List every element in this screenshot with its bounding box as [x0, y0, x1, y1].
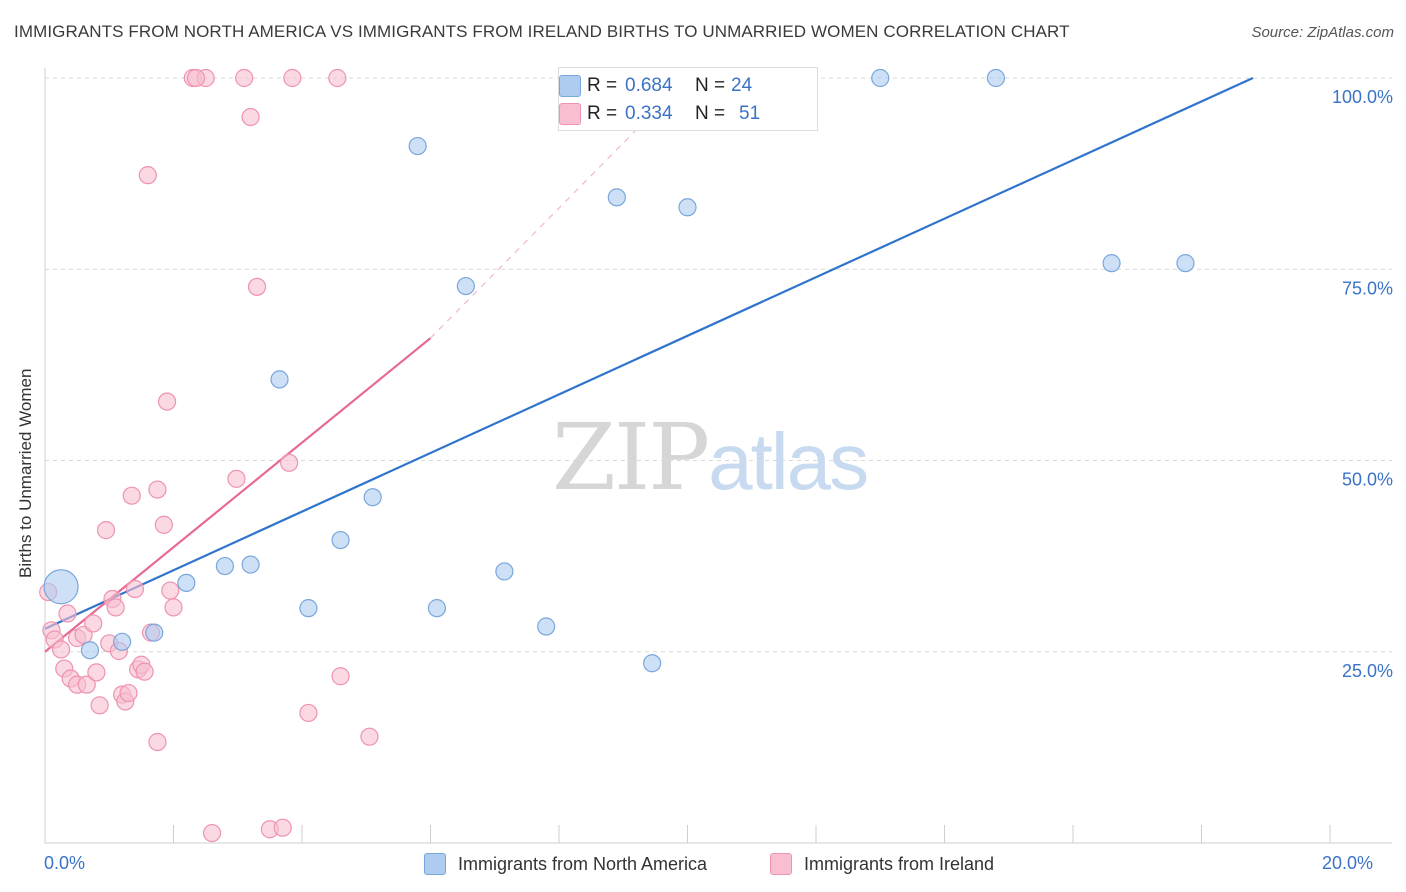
point-blue	[495, 562, 514, 581]
point-pink	[235, 68, 254, 88]
point-pink	[51, 640, 71, 659]
point-blue	[215, 556, 234, 576]
point-pink	[273, 818, 292, 837]
point-pink	[241, 107, 260, 127]
point-blue	[1176, 254, 1195, 273]
bottom-legend-label-blue: Immigrants from North America	[458, 853, 708, 874]
watermark-zip: ZIP	[552, 404, 710, 511]
legend-r-label: R =	[587, 75, 618, 96]
point-blue	[177, 573, 196, 593]
bottom-legend-ireland: Immigrants from Ireland	[770, 852, 994, 876]
point-pink	[186, 68, 206, 88]
legend-row-ireland: R = 0.334 N = 51	[559, 102, 761, 126]
legend-n-label: N =	[695, 75, 726, 96]
point-pink	[119, 683, 138, 703]
watermark: ZIPatlas	[552, 404, 869, 511]
bottom-legend-swatch-pink	[770, 853, 792, 875]
legend-n-value-pink: 51	[739, 103, 761, 124]
point-pink	[154, 515, 173, 534]
point-pink	[161, 581, 180, 600]
point-blue	[643, 654, 662, 673]
point-pink	[84, 614, 103, 633]
legend-swatch-blue	[559, 75, 581, 97]
x-tick-label-min: 0.0%	[44, 853, 86, 873]
legend-r-value-pink: 0.334	[625, 103, 673, 124]
point-blue	[112, 632, 132, 651]
point-pink	[96, 521, 116, 540]
point-pink	[227, 469, 246, 488]
point-blue	[408, 136, 427, 156]
x-tick-label-max: 20.0%	[1322, 853, 1374, 873]
point-blue	[145, 623, 164, 642]
legend-n-value-blue: 24	[731, 75, 753, 96]
point-blue	[986, 68, 1006, 88]
point-pink	[125, 579, 145, 599]
y-axis-label: Births to Unmarried Women	[16, 368, 35, 578]
point-blue	[607, 188, 626, 207]
point-pink	[360, 727, 379, 746]
point-pink	[90, 696, 109, 715]
chart-title: IMMIGRANTS FROM NORTH AMERICA VS IMMIGRA…	[14, 22, 1070, 41]
point-blue	[427, 599, 447, 618]
trend-line-blue	[44, 76, 1254, 630]
point-blue	[678, 198, 697, 217]
point-pink	[106, 598, 125, 617]
legend-r-value-blue: 0.684	[625, 75, 673, 96]
point-blue	[331, 530, 350, 550]
watermark-atlas: atlas	[708, 417, 869, 506]
point-pink	[280, 453, 299, 472]
axes	[44, 68, 1392, 844]
point-pink	[299, 703, 318, 723]
legend-n-label: N =	[695, 103, 726, 124]
point-pink	[157, 392, 177, 411]
data-points	[39, 68, 1195, 843]
point-pink	[283, 68, 302, 88]
point-blue	[80, 641, 100, 660]
point-blue	[1102, 254, 1121, 273]
y-tick-label-75: 75.0%	[1342, 278, 1393, 298]
point-pink	[77, 675, 96, 694]
point-pink	[328, 68, 347, 88]
source-label: Source: ZipAtlas.com	[1251, 24, 1394, 41]
point-pink	[202, 823, 222, 843]
point-blue	[241, 555, 260, 574]
correlation-legend: R = 0.684 N = 24 R = 0.334 N = 51	[558, 67, 818, 131]
point-pink	[148, 732, 167, 752]
point-pink	[148, 480, 167, 499]
point-pink	[331, 667, 350, 686]
y-tick-label-25: 25.0%	[1342, 661, 1393, 681]
bottom-legend-north-america: Immigrants from North America	[424, 852, 707, 876]
point-blue	[363, 488, 382, 507]
legend-swatch-pink	[559, 103, 581, 125]
legend-row-north-america: R = 0.684 N = 24	[559, 74, 753, 98]
point-pink	[138, 166, 157, 185]
point-pink	[164, 598, 183, 617]
point-blue	[270, 370, 289, 389]
point-blue	[537, 617, 556, 636]
point-blue	[456, 276, 475, 296]
point-pink	[122, 486, 141, 505]
point-blue	[299, 599, 318, 618]
y-tick-label-50: 50.0%	[1342, 470, 1393, 490]
bottom-legend-label-pink: Immigrants from Ireland	[804, 853, 995, 874]
point-pink	[135, 662, 154, 681]
point-pink	[247, 277, 267, 296]
point-blue	[43, 569, 79, 605]
point-pink	[87, 663, 106, 682]
y-tick-label-100: 100.0%	[1332, 87, 1393, 107]
y-tick-labels: 25.0% 50.0% 75.0% 100.0%	[1332, 87, 1393, 681]
point-blue	[871, 68, 890, 88]
legend-r-label: R =	[587, 103, 618, 124]
point-pink	[58, 604, 77, 623]
bottom-legend-swatch-blue	[424, 853, 446, 875]
